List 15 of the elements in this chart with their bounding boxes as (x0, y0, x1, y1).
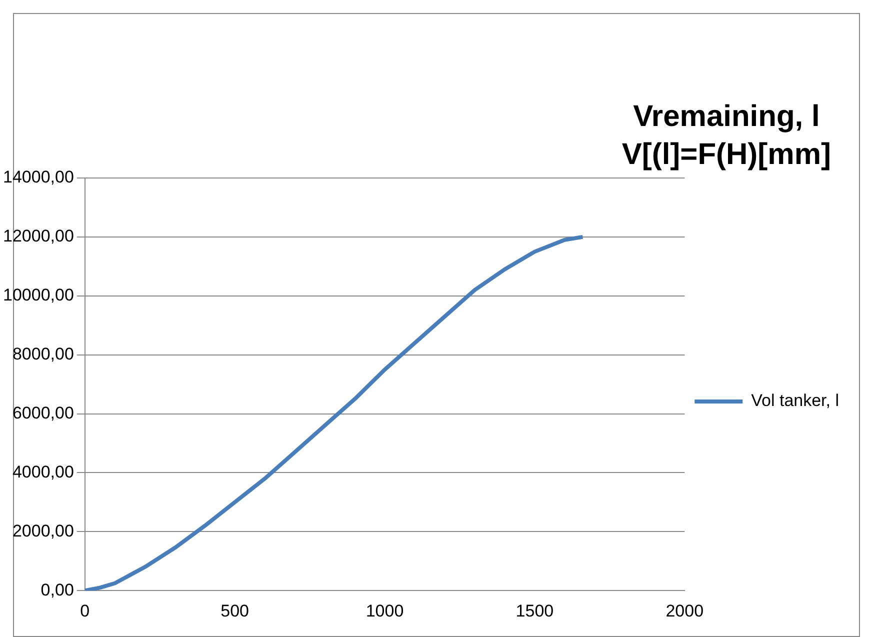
y-tick-label: 12000,00 (3, 226, 74, 246)
y-tick-label: 8000,00 (12, 344, 74, 364)
y-tick-label: 14000,00 (3, 168, 74, 187)
x-tick-label: 1500 (516, 601, 554, 620)
y-tick-label: 10000,00 (3, 286, 74, 305)
y-tick-label: 6000,00 (12, 403, 74, 422)
chart-title: Vremaining, l V[(l]=F(H)[mm] (622, 99, 831, 173)
x-tick-label: 1000 (366, 601, 404, 620)
x-tick-label: 500 (220, 601, 250, 620)
y-tick-label: 4000,00 (12, 462, 74, 482)
y-tick-label: 2000,00 (12, 521, 74, 540)
legend-label: Vol tanker, l (751, 391, 839, 410)
y-tick-label: 0,00 (40, 580, 74, 600)
x-tick-label: 0 (80, 601, 90, 620)
x-tick-label: 2000 (666, 601, 704, 620)
